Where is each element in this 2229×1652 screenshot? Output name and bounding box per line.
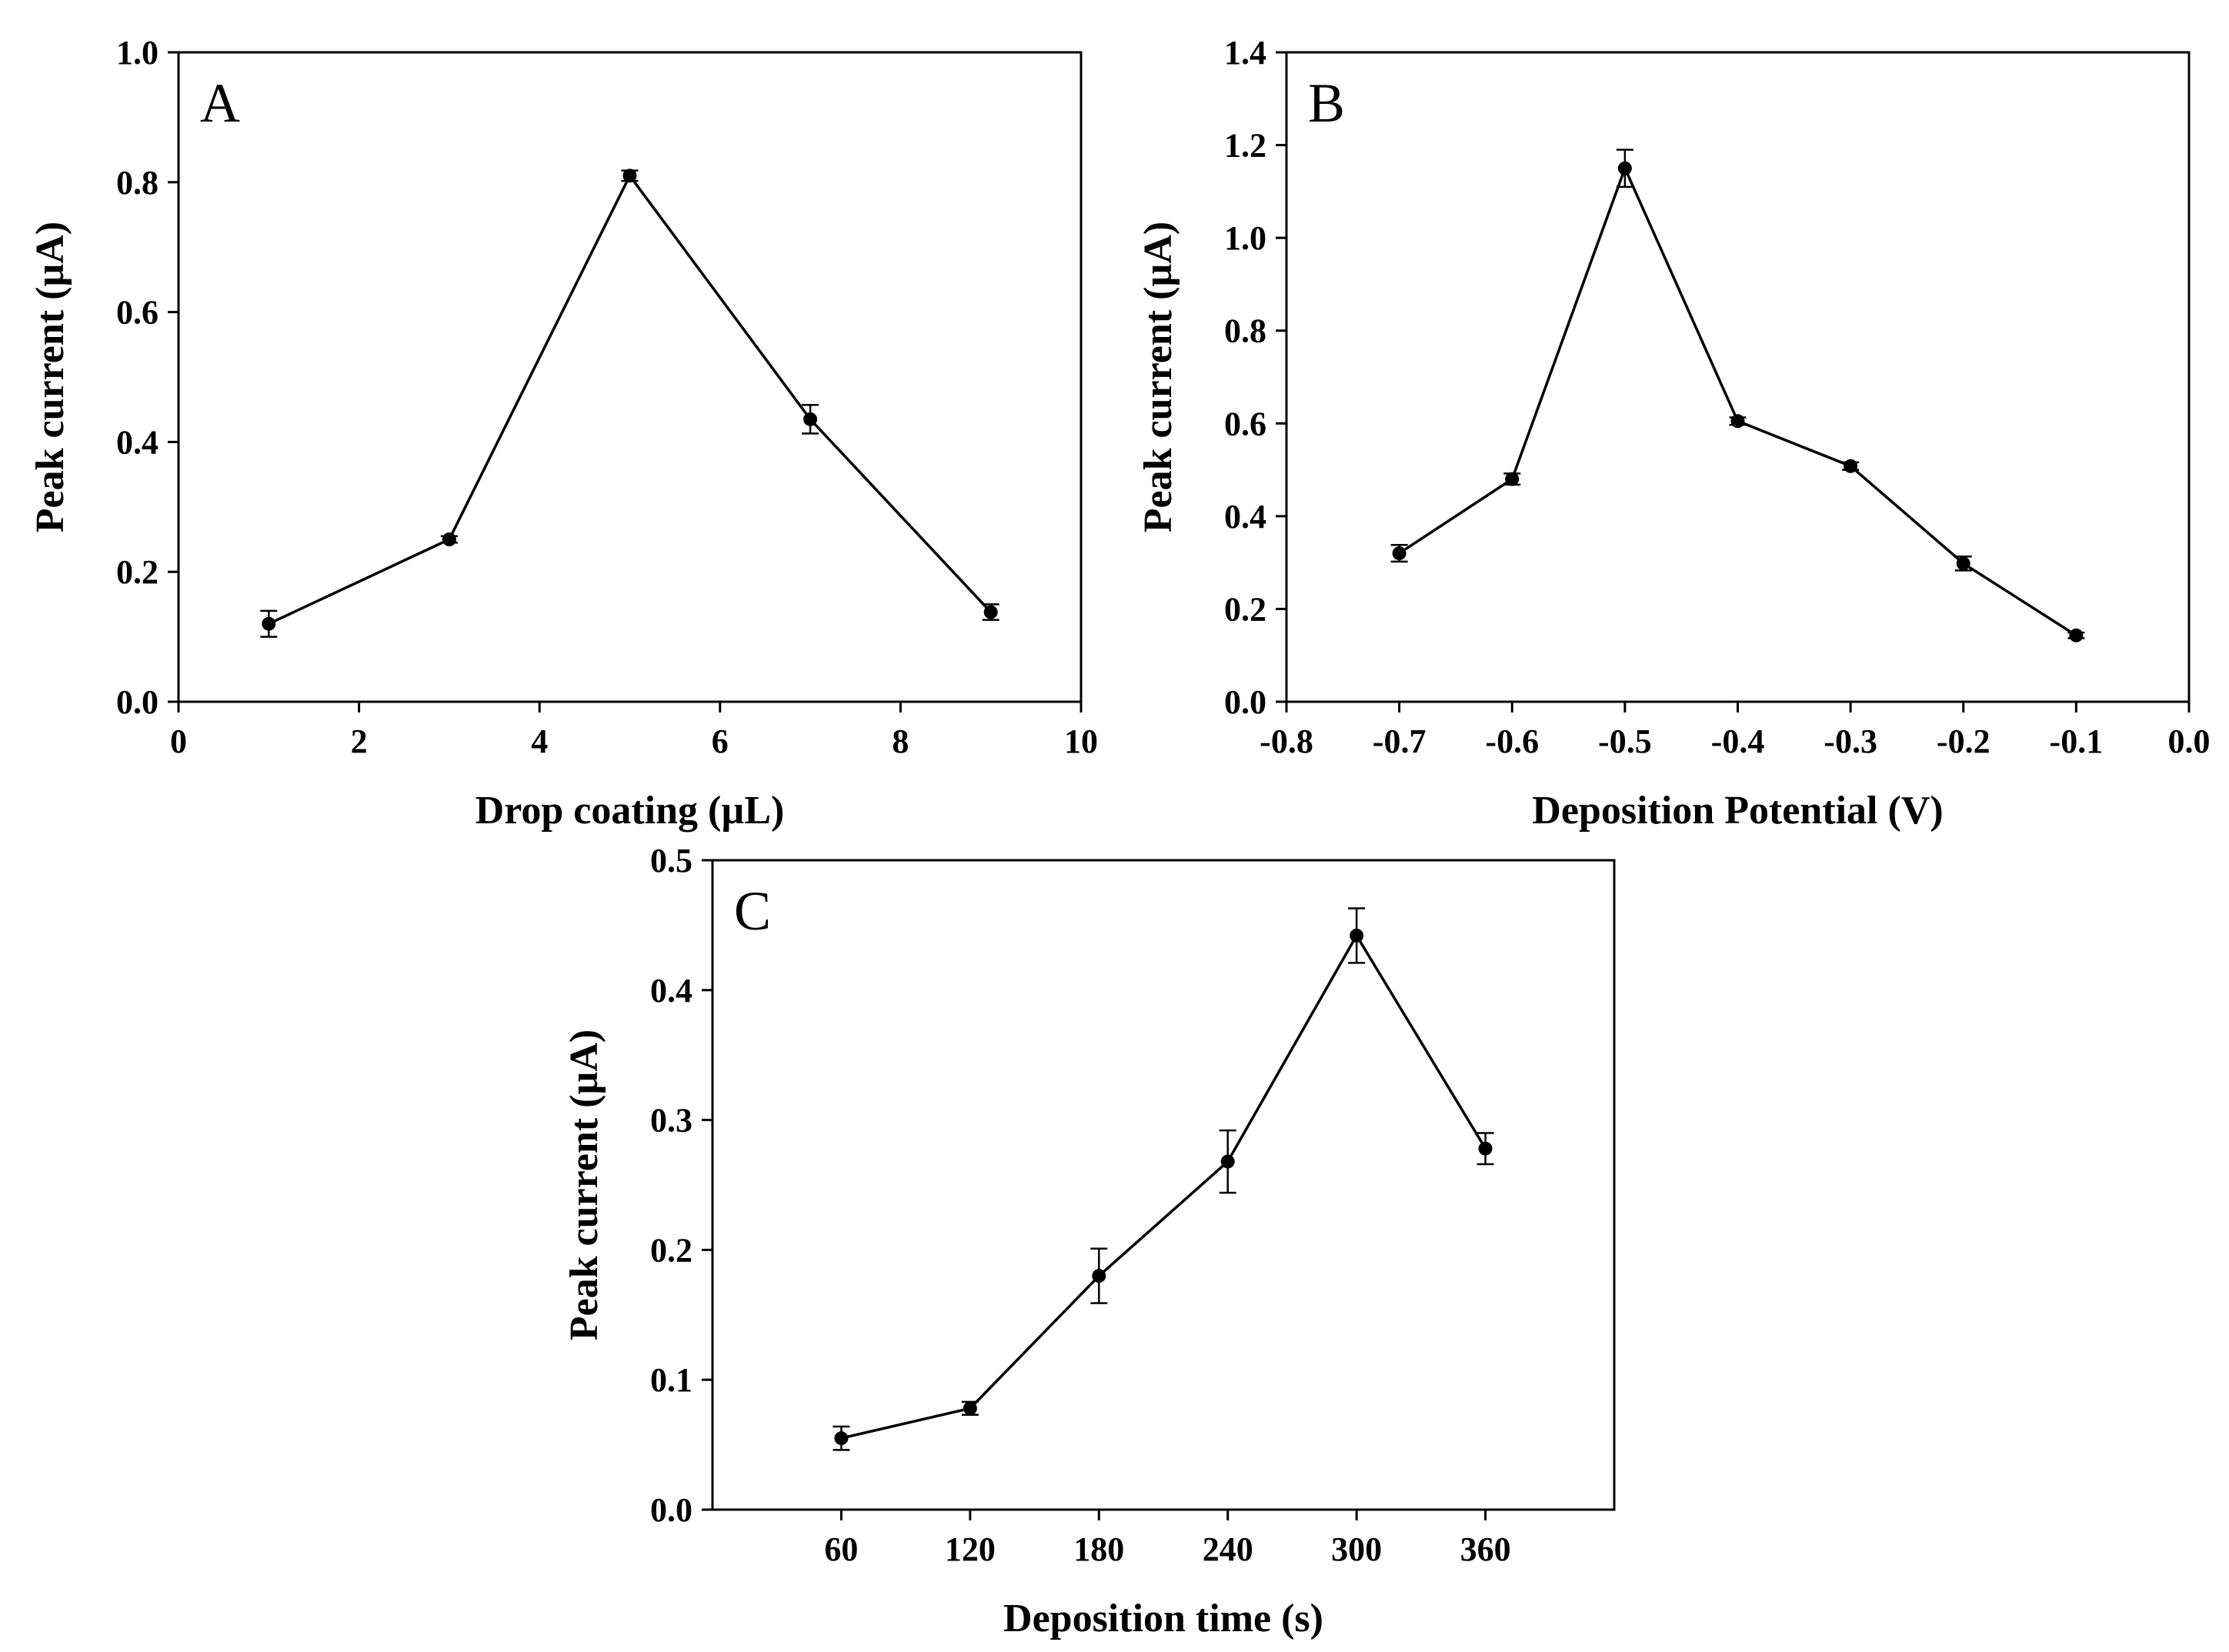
x-tick-label: 8 — [892, 723, 909, 760]
x-tick-label: -0.4 — [1711, 723, 1765, 760]
y-tick-label: 0.2 — [650, 1231, 692, 1269]
x-tick-label: -0.7 — [1373, 723, 1426, 760]
series-line — [1398, 165, 2077, 637]
y-tick-label: 1.0 — [1224, 219, 1266, 257]
y-axis-title: Peak current (µA) — [1136, 222, 1180, 532]
x-tick-label: 360 — [1460, 1530, 1511, 1568]
x-tick-label: -0.3 — [1824, 723, 1877, 760]
data-point — [622, 169, 637, 183]
y-tick-label: 0.6 — [116, 294, 158, 332]
x-axis-title: Drop coating (µL) — [475, 789, 785, 833]
y-tick-label: 1.2 — [1224, 127, 1266, 165]
data-point — [1220, 1154, 1235, 1169]
x-tick-label: 180 — [1073, 1530, 1124, 1568]
data-point — [1350, 928, 1364, 943]
x-tick-label: 2 — [351, 723, 368, 760]
x-tick-label: 300 — [1331, 1530, 1382, 1568]
x-tick-label: 240 — [1203, 1530, 1253, 1568]
y-tick-label: 0.6 — [1224, 405, 1266, 442]
x-tick-label: 120 — [945, 1530, 996, 1568]
y-tick-label: 0.5 — [650, 842, 692, 879]
y-tick-label: 0.8 — [1224, 312, 1266, 350]
data-point — [2069, 628, 2084, 642]
x-tick-label: 60 — [824, 1530, 858, 1568]
data-point — [262, 616, 276, 631]
y-tick-label: 0.4 — [116, 423, 158, 461]
x-tick-label: 4 — [531, 723, 548, 760]
data-point — [1617, 161, 1632, 175]
plot-frame — [1285, 51, 2191, 703]
data-point — [834, 1431, 849, 1446]
panel-a: A Drop coating (µL) Peak current (µA) 0.… — [28, 34, 1098, 833]
x-axis-title: Deposition time (s) — [1003, 1597, 1323, 1640]
panel-b: B Deposition Potential (V) Peak current … — [1136, 34, 2211, 833]
y-tick-label: 1.0 — [116, 34, 158, 72]
data-point — [963, 1401, 977, 1416]
data-point — [803, 412, 818, 426]
y-axis-title: Peak current (µA) — [562, 1030, 606, 1340]
y-tick-label: 1.4 — [1224, 34, 1266, 72]
plot-frame — [177, 51, 1083, 703]
plot-frame — [711, 859, 1616, 1511]
panel-label: B — [1308, 72, 1345, 134]
x-tick-label: -0.8 — [1260, 723, 1313, 760]
panel-c: C Deposition time (s) Peak current (µA) … — [562, 842, 1616, 1640]
data-point — [1505, 472, 1520, 486]
x-tick-label: 0.0 — [2168, 723, 2211, 760]
y-tick-label: 0.0 — [650, 1491, 692, 1529]
x-tick-label: -0.2 — [1937, 723, 1990, 760]
data-point — [983, 605, 998, 619]
series-line — [268, 173, 992, 626]
x-tick-label: 10 — [1064, 723, 1098, 760]
data-point — [1478, 1141, 1493, 1156]
y-tick-label: 0.4 — [1224, 498, 1266, 536]
x-tick-label: 0 — [170, 723, 187, 760]
y-tick-label: 0.8 — [116, 164, 158, 202]
y-tick-label: 0.0 — [116, 683, 158, 721]
y-tick-label: 0.3 — [650, 1102, 692, 1140]
x-tick-label: 6 — [712, 723, 729, 760]
y-tick-label: 0.1 — [650, 1361, 692, 1399]
x-tick-label: -0.5 — [1598, 723, 1652, 760]
data-point — [1092, 1269, 1106, 1283]
y-axis-title: Peak current (µA) — [28, 222, 72, 532]
panel-label: C — [734, 880, 771, 942]
y-tick-label: 0.2 — [116, 553, 158, 591]
data-point — [1730, 414, 1745, 429]
y-tick-label: 0.0 — [1224, 683, 1266, 721]
data-point — [442, 532, 456, 546]
data-point — [1844, 459, 1858, 473]
panel-label: A — [200, 72, 240, 134]
x-tick-label: -0.1 — [2050, 723, 2104, 760]
series-line — [841, 933, 1487, 1440]
x-axis-title: Deposition Potential (V) — [1532, 789, 1943, 833]
y-tick-label: 0.2 — [1224, 590, 1266, 628]
x-tick-label: -0.6 — [1485, 723, 1539, 760]
data-point — [1392, 546, 1406, 561]
data-point — [1956, 556, 1970, 571]
y-tick-label: 0.4 — [650, 972, 692, 1010]
